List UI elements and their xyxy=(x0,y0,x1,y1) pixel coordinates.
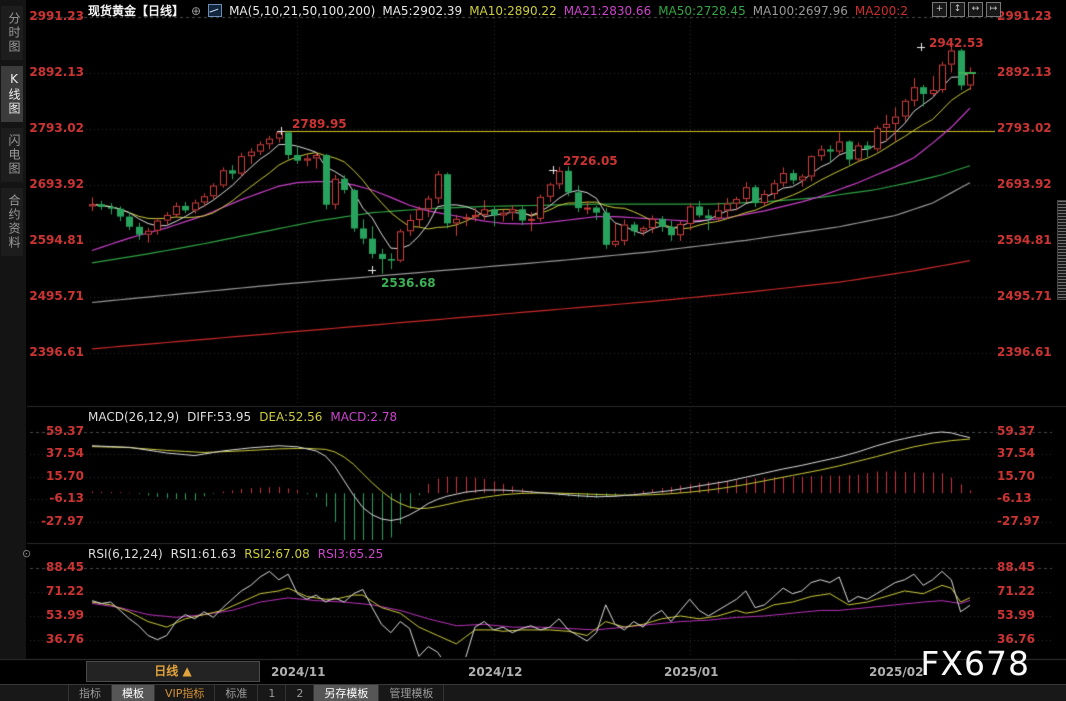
rsi3-value: RSI3:65.25 xyxy=(317,547,384,561)
toolbar-item-vip-indicators[interactable]: VIP指标 xyxy=(155,685,216,701)
macd-diff-value: DIFF:53.95 xyxy=(187,410,252,424)
rsi1-value: RSI1:61.63 xyxy=(170,547,237,561)
expand-right-icon[interactable]: ↦ xyxy=(986,2,1001,17)
pan-icon[interactable]: + xyxy=(932,2,947,17)
price-axis-label: 2991.23 xyxy=(997,9,1052,23)
fx678-watermark: FX678 xyxy=(920,644,1030,683)
price-axis-label: -27.97 xyxy=(41,514,84,528)
price-axis-label: 2991.23 xyxy=(29,9,84,23)
price-axis-label: 2793.02 xyxy=(997,121,1052,135)
price-axis-label: 2594.81 xyxy=(997,233,1052,247)
price-axis-label: -6.13 xyxy=(49,491,84,505)
chart-toolbar: + ↕ ↔ ↦ xyxy=(932,2,1001,17)
date-axis-label: 2025/01 xyxy=(664,665,719,679)
symbol-title: 现货黄金【日线】 xyxy=(88,4,185,18)
ma5-value: MA5:2902.39 xyxy=(382,4,463,18)
bottom-toolbar: 指标 模板 VIP指标 标准 1 2 另存模板 管理模板 xyxy=(0,684,1066,701)
price-axis-label: 53.99 xyxy=(46,608,84,622)
price-axis-label: 2892.13 xyxy=(29,65,84,79)
toolbar-item-2[interactable]: 2 xyxy=(286,685,315,701)
price-axis-label: 2396.61 xyxy=(997,345,1052,359)
price-axis-label: 88.45 xyxy=(46,560,84,574)
price-axis-label: 59.37 xyxy=(997,424,1035,438)
price-axis-label: 15.70 xyxy=(46,469,84,483)
macd-macd-value: MACD:2.78 xyxy=(330,410,398,424)
ma50-value: MA50:2728.45 xyxy=(658,4,746,18)
scrollbar-thumb[interactable] xyxy=(1057,200,1066,300)
macd-title: MACD(26,12,9) xyxy=(88,410,180,424)
zoom-vertical-icon[interactable]: ↕ xyxy=(950,2,965,17)
price-axis-label: 2892.13 xyxy=(997,65,1052,79)
price-axis-label: -27.97 xyxy=(997,514,1040,528)
date-axis-label: 2024/12 xyxy=(468,665,523,679)
zoom-horizontal-icon[interactable]: ↔ xyxy=(968,2,983,17)
price-annotation: 2789.95 xyxy=(292,117,347,131)
price-axis-label: 15.70 xyxy=(997,469,1035,483)
rsi-title: RSI(6,12,24) xyxy=(88,547,163,561)
price-axis-label: 2793.02 xyxy=(29,121,84,135)
price-axis-label: 53.99 xyxy=(997,608,1035,622)
left-tab-strip: 分时图 K线图 闪电图 合约资料 xyxy=(0,0,27,659)
price-annotation: 2726.05 xyxy=(563,154,618,168)
ma200-value: MA200:2 xyxy=(854,4,908,18)
ma-settings-label: MA(5,10,21,50,100,200) xyxy=(229,4,376,18)
price-axis-label: 2693.92 xyxy=(997,177,1052,191)
rsi2-value: RSI2:67.08 xyxy=(244,547,310,561)
sidebar-tab-lightning-chart[interactable]: 闪电图 xyxy=(1,128,23,182)
price-axis-label: 2396.61 xyxy=(29,345,84,359)
period-tab-daily[interactable]: 日线 ▲ xyxy=(86,661,260,682)
sidebar-tab-contract-info[interactable]: 合约资料 xyxy=(1,188,23,256)
price-axis-label: 36.76 xyxy=(997,632,1035,646)
price-annotation: 2942.53 xyxy=(929,36,984,50)
chart-type-icon[interactable] xyxy=(208,4,223,17)
ma100-value: MA100:2697.96 xyxy=(752,4,848,18)
rsi-panel-toggle-icon[interactable]: ⊙ xyxy=(22,547,32,560)
price-axis-label: 71.22 xyxy=(46,584,84,598)
toolbar-item-indicators[interactable]: 指标 xyxy=(68,685,112,701)
date-axis-label: 2024/11 xyxy=(271,665,326,679)
chart-header-legend: 现货黄金【日线】 ⊕ MA(5,10,21,50,100,200) MA5:2902.… xyxy=(88,2,915,18)
price-axis-label: 2594.81 xyxy=(29,233,84,247)
toolbar-item-standard[interactable]: 标准 xyxy=(215,685,259,701)
price-axis-label: 2495.71 xyxy=(997,289,1052,303)
macd-dea-value: DEA:52.56 xyxy=(259,410,323,424)
price-axis-label: 59.37 xyxy=(46,424,84,438)
ma10-value: MA10:2890.22 xyxy=(469,4,557,18)
price-axis-label: 36.76 xyxy=(46,632,84,646)
toolbar-item-templates[interactable]: 模板 xyxy=(112,685,155,701)
date-axis-label: 2025/02 xyxy=(869,665,924,679)
price-axis-label: 37.54 xyxy=(46,446,84,460)
price-axis-label: 2495.71 xyxy=(29,289,84,303)
sidebar-tab-kline-chart[interactable]: K线图 xyxy=(1,66,23,122)
price-annotation: 2536.68 xyxy=(381,276,436,290)
rsi-panel-header: RSI(6,12,24) RSI1:61.63 RSI2:67.08 RSI3:65.… xyxy=(88,547,391,561)
sidebar-tab-time-chart[interactable]: 分时图 xyxy=(1,6,23,60)
macd-panel-header: MACD(26,12,9) DIFF:53.95 DEA:52.56 MACD:2.7… xyxy=(88,410,405,424)
price-axis-label: 37.54 xyxy=(997,446,1035,460)
toolbar-item-1[interactable]: 1 xyxy=(258,685,287,701)
price-axis-label: 2693.92 xyxy=(29,177,84,191)
right-scrollbar[interactable] xyxy=(1057,18,1066,658)
ma21-value: MA21:2830.66 xyxy=(563,4,652,18)
toolbar-item-manage-templates[interactable]: 管理模板 xyxy=(379,685,445,701)
price-axis-label: 88.45 xyxy=(997,560,1035,574)
add-indicator-icon[interactable]: ⊕ xyxy=(191,4,202,18)
price-axis-label: 71.22 xyxy=(997,584,1035,598)
price-axis-label: -6.13 xyxy=(997,491,1032,505)
toolbar-item-save-template[interactable]: 另存模板 xyxy=(314,685,380,701)
